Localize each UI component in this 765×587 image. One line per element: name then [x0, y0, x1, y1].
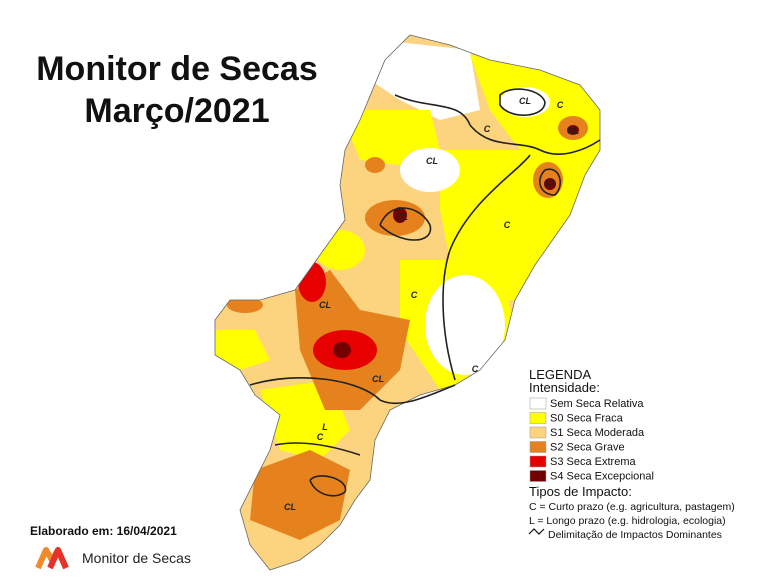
legend-swatch	[529, 470, 547, 482]
legend-label: Sem Seca Relativa	[550, 398, 644, 410]
title: Março/2021	[84, 92, 269, 130]
impact-label: C	[317, 432, 324, 442]
impact-label: C	[484, 124, 491, 134]
legend-title: LEGENDA	[529, 367, 591, 382]
impact-label: CL	[396, 212, 408, 222]
impact-label: CL	[519, 96, 531, 106]
footer-date: Elaborado em: 16/04/2021	[30, 524, 177, 538]
legend-label: S0 Seca Fraca	[550, 413, 624, 425]
legend-text: C = Curto prazo (e.g. agricultura, pasta…	[529, 501, 735, 513]
legend-subtitle: Tipos de Impacto:	[529, 484, 632, 499]
legend-label: S1 Seca Moderada	[550, 427, 645, 439]
impact-label: CL	[426, 156, 438, 166]
map-labels: CL C CL C CL CL C CL C C CL CL C L CL	[284, 96, 579, 512]
legend-swatch	[529, 441, 547, 453]
brand: Monitor de Secas	[82, 550, 191, 566]
legend-swatch	[529, 412, 547, 424]
impact-label: CL	[567, 126, 579, 136]
impact-label: C	[472, 364, 479, 374]
legend-text: L = Longo prazo (e.g. hidrologia, ecolog…	[529, 515, 726, 527]
impact-label: CL	[372, 374, 384, 384]
impact-label: C	[504, 220, 511, 230]
region-border	[214, 34, 601, 571]
impact-label: L	[322, 422, 328, 432]
legend-label: S3 Seca Extrema	[550, 456, 636, 468]
legend-text: Delimitação de Impactos Dominantes	[548, 529, 722, 541]
impact-lines	[249, 88, 601, 497]
legend-swatch	[529, 397, 547, 410]
legend: LEGENDA Intensidade: Tipos de Impacto: C…	[528, 367, 735, 541]
legend-label: S2 Seca Grave	[550, 442, 625, 454]
impact-label: C	[411, 290, 418, 300]
legend-label: S4 Seca Excepcional	[550, 471, 654, 483]
title: Monitor de Secas	[36, 50, 318, 88]
legend-line-icon	[528, 528, 545, 535]
impact-label: CL	[284, 502, 296, 512]
impact-label: C	[557, 100, 564, 110]
impact-label: CL	[319, 300, 331, 310]
logo	[35, 547, 69, 570]
impact-label: CL	[544, 178, 556, 188]
legend-swatch	[529, 455, 547, 468]
legend-swatch	[529, 426, 547, 439]
legend-subtitle: Intensidade:	[529, 380, 600, 395]
